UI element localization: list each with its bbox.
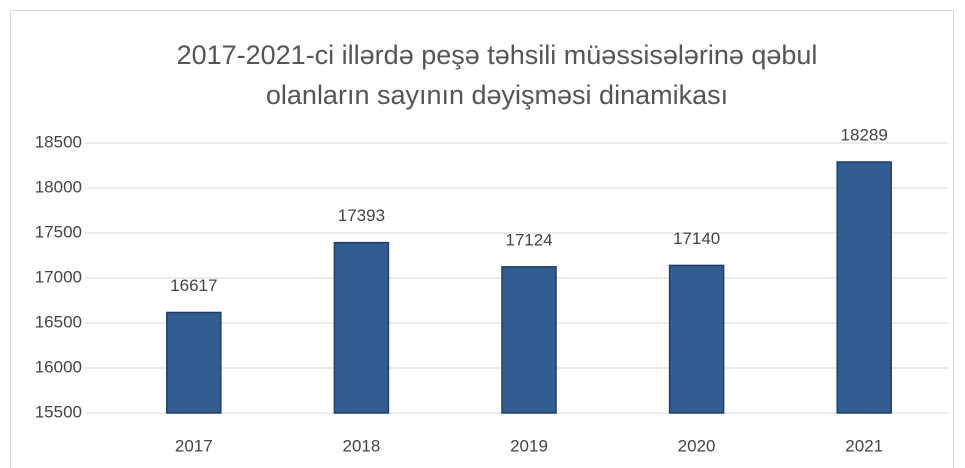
x-tick-label: 2018: [342, 436, 380, 455]
y-tick-label: 17000: [35, 267, 82, 286]
y-tick-label: 18000: [35, 177, 82, 196]
data-label: 17124: [505, 230, 552, 249]
x-tick-label: 2017: [175, 436, 213, 455]
bar: [668, 264, 725, 414]
bar: [333, 241, 390, 414]
y-tick-label: 16500: [35, 312, 82, 331]
y-tick-label: 16000: [35, 357, 82, 376]
data-label: 18289: [841, 125, 888, 144]
bar: [836, 161, 892, 414]
x-tick-label: 2020: [678, 436, 716, 455]
y-tick-label: 15500: [35, 402, 82, 421]
chart-title: 2017-2021-ci illərdə peşə təhsili müəssi…: [177, 40, 818, 70]
data-label: 17140: [673, 229, 720, 248]
data-label: 17393: [338, 206, 385, 225]
chart-title: olanların sayının dəyişməsi dinamikası: [266, 80, 728, 110]
y-tick-label: 17500: [35, 222, 82, 241]
data-label: 16617: [170, 276, 217, 295]
x-tick-label: 2021: [845, 436, 883, 455]
chart-frame: [10, 10, 954, 468]
bar: [166, 311, 222, 414]
y-tick-label: 18500: [35, 132, 82, 151]
x-tick-label: 2019: [510, 436, 548, 455]
bar: [501, 266, 557, 414]
